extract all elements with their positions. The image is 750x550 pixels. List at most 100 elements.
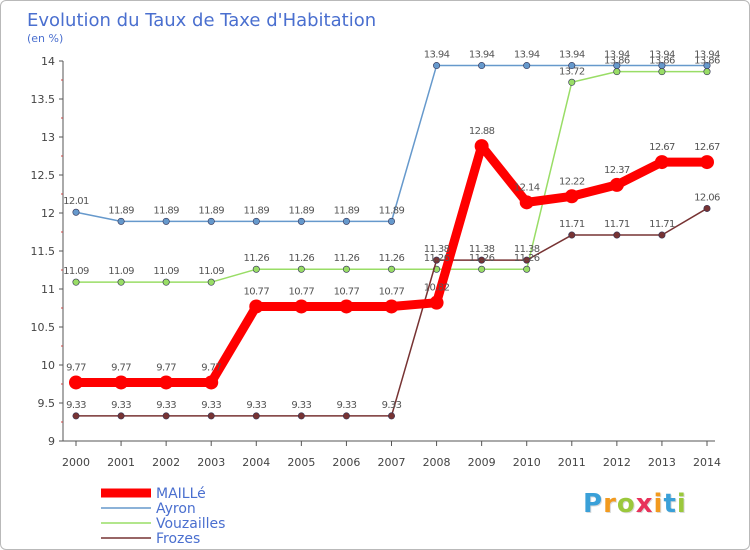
data-point (162, 412, 170, 420)
data-label: 12.37 (604, 165, 630, 176)
data-label: 10.77 (289, 286, 315, 297)
data-point (658, 68, 666, 76)
data-point (568, 62, 576, 70)
data-point (207, 278, 215, 286)
data-label: 11.71 (649, 219, 675, 230)
data-label: 9.33 (291, 400, 311, 411)
data-point (339, 299, 354, 314)
data-point (387, 217, 395, 225)
data-point (478, 256, 486, 264)
logo-letter: i (676, 489, 687, 519)
logo-letter: x (635, 489, 654, 519)
data-label: 11.09 (108, 266, 134, 277)
data-point (159, 375, 174, 390)
legend-entry: Frozes (156, 531, 200, 547)
data-point (342, 217, 350, 225)
x-tick-label: 2010 (513, 456, 541, 469)
x-tick-label: 2003 (197, 456, 225, 469)
axes: 9 9.5 10 10.5 11 11.5 12 12.5 13 13.5 14 2000 2001 20… (31, 55, 722, 469)
data-point (342, 412, 350, 420)
data-point (523, 265, 531, 273)
data-label: 11.89 (243, 205, 269, 216)
data-label: 10.77 (379, 286, 405, 297)
data-label: 12.06 (694, 192, 720, 203)
data-point (72, 278, 80, 286)
data-label: 9.77 (111, 362, 131, 373)
chart-subtitle: (en %) (27, 32, 63, 45)
data-point (207, 412, 215, 420)
data-point (703, 204, 711, 212)
x-tick-label: 2005 (287, 456, 315, 469)
y-tick-label: 9.5 (38, 397, 56, 410)
data-point (162, 278, 170, 286)
data-point (654, 155, 669, 170)
series-layer (69, 62, 714, 420)
data-point (117, 217, 125, 225)
data-point (114, 375, 129, 390)
data-label: 11.26 (243, 253, 269, 264)
data-point (703, 68, 711, 76)
data-point (387, 412, 395, 420)
logo-letter: t (663, 489, 677, 519)
data-label: 12.67 (649, 142, 675, 153)
data-label: 11.38 (424, 244, 450, 255)
data-label: 13.94 (694, 50, 720, 61)
data-point (207, 217, 215, 225)
data-label: 11.89 (153, 205, 179, 216)
x-tick-label: 2009 (468, 456, 496, 469)
x-tick-label: 2002 (152, 456, 180, 469)
y-tick-label: 10 (41, 359, 55, 372)
data-label: 13.94 (424, 50, 450, 61)
data-point (519, 195, 534, 210)
x-tick-label: 2004 (242, 456, 270, 469)
data-label: 11.26 (379, 253, 405, 264)
x-tick-label: 2011 (558, 456, 586, 469)
data-label: 12.01 (63, 196, 89, 207)
legend-entry: Ayron (156, 501, 196, 517)
series-line-ayron (75, 64, 708, 223)
data-label: 9.77 (66, 362, 86, 373)
data-point (658, 231, 666, 239)
data-label: 10.77 (334, 286, 360, 297)
data-label: 9.33 (246, 400, 266, 411)
data-point (342, 265, 350, 273)
legend-entry: MAILLé (156, 486, 206, 502)
x-tick-label: 2000 (62, 456, 90, 469)
data-label: 11.26 (334, 253, 360, 264)
data-point (69, 375, 83, 390)
data-label: 13.86 (604, 56, 630, 67)
data-point (478, 62, 486, 70)
data-label: 10.82 (424, 283, 450, 294)
data-label: 13.72 (559, 66, 585, 77)
data-label: 9.33 (111, 400, 131, 411)
series-line-vouzailles (75, 70, 708, 283)
data-label: 9.33 (382, 400, 402, 411)
data-point (523, 256, 531, 264)
data-label: 11.09 (153, 266, 179, 277)
data-label: 12.22 (559, 176, 585, 187)
data-label: 11.38 (469, 244, 495, 255)
x-tick-label: 2012 (603, 456, 631, 469)
data-label: 13.94 (559, 50, 585, 61)
data-point (117, 278, 125, 286)
data-point (297, 412, 305, 420)
data-point (433, 256, 441, 264)
data-point (204, 375, 219, 390)
x-tick-label: 2008 (423, 456, 451, 469)
proxiti-logo: Proxiti (583, 489, 687, 525)
data-label: 9.33 (66, 400, 86, 411)
data-point (474, 139, 489, 154)
data-label: 11.71 (559, 219, 585, 230)
data-point (384, 299, 399, 314)
x-tick-label: 2007 (378, 456, 406, 469)
logo-letter: o (616, 489, 636, 519)
data-point (72, 208, 80, 216)
y-tick-label: 11 (41, 283, 55, 296)
data-label: 13.94 (469, 50, 495, 61)
x-tick-label: 2006 (332, 456, 360, 469)
data-point (523, 62, 531, 70)
data-label: 9.77 (201, 362, 221, 373)
data-label: 11.09 (63, 266, 89, 277)
data-label: 11.89 (379, 205, 405, 216)
